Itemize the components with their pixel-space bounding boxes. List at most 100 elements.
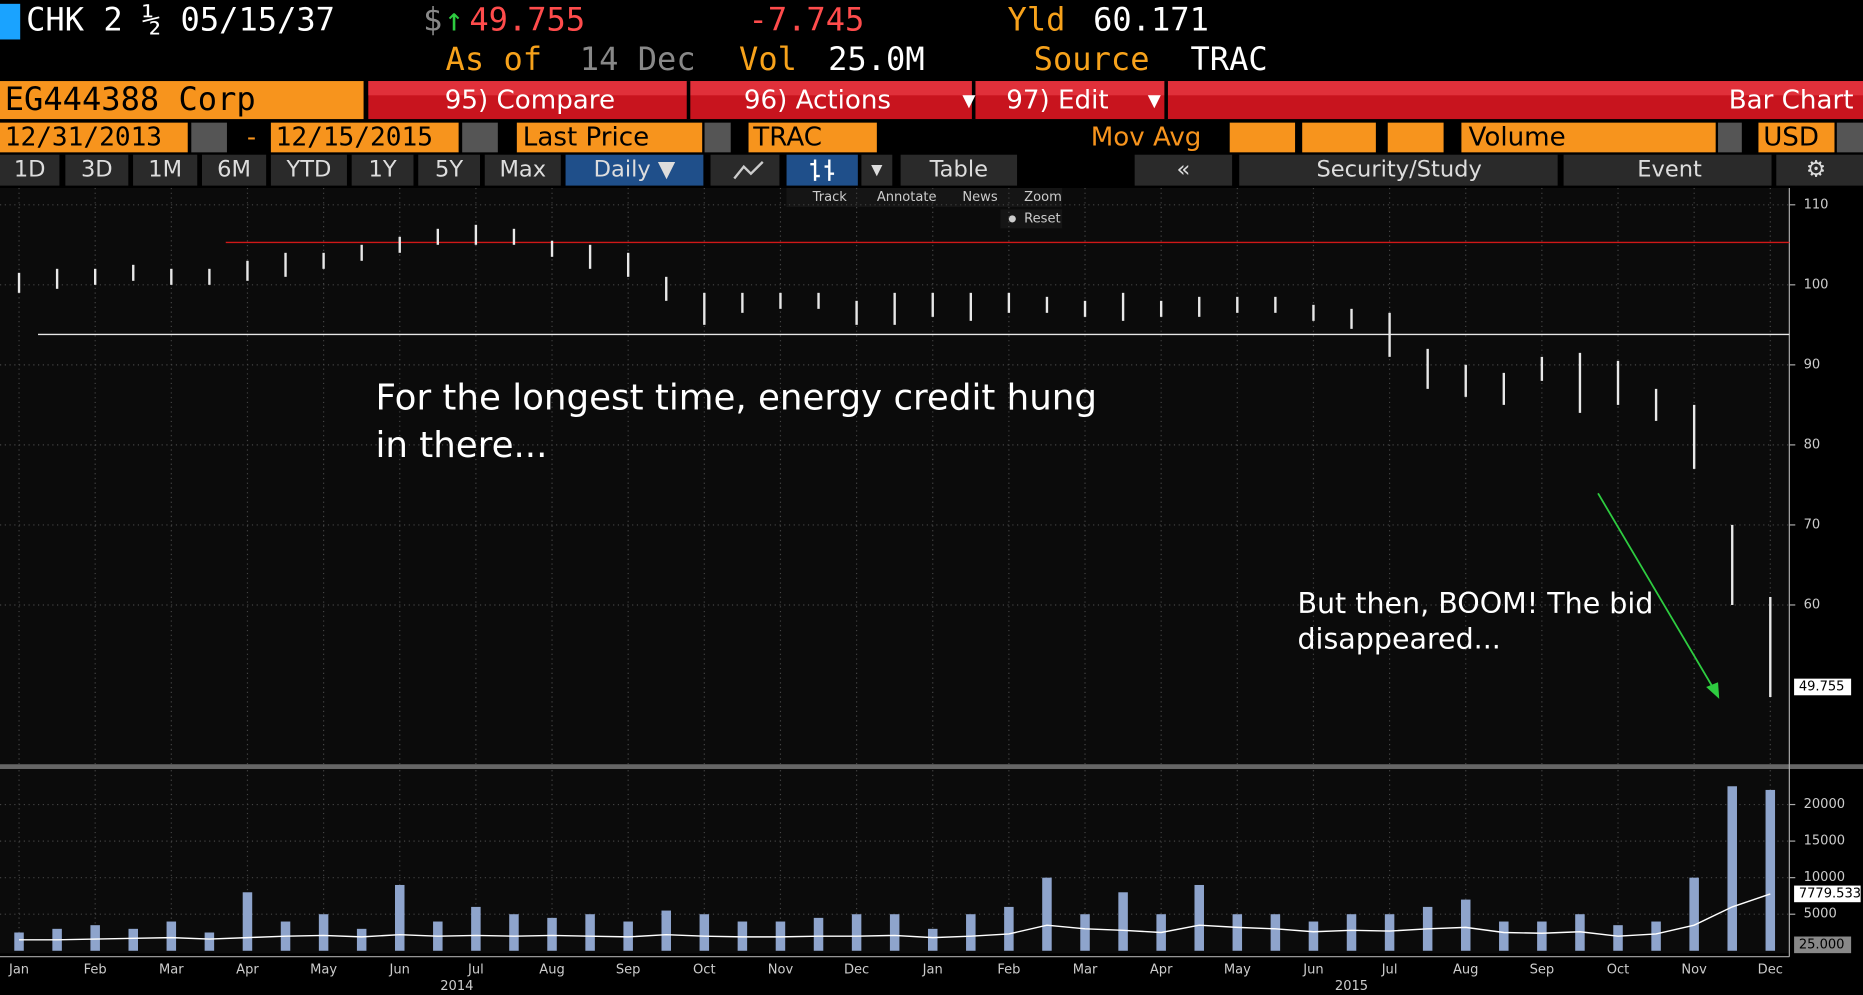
tab[interactable]	[0, 154, 60, 186]
event-tab[interactable]	[1563, 154, 1772, 186]
volume-bar	[547, 917, 557, 951]
study: Security/Study	[1316, 157, 1481, 183]
end-date: 12/15/2015	[276, 123, 433, 153]
ma-field[interactable]	[1387, 122, 1444, 153]
vol-label: Vol	[739, 40, 797, 78]
status-marker	[0, 3, 21, 40]
tool[interactable]: Track	[812, 190, 848, 205]
dropdown[interactable]	[704, 122, 731, 153]
volume-bar	[585, 914, 595, 951]
ma-value: 7779.533	[1799, 886, 1861, 901]
settings-tab[interactable]	[1776, 154, 1863, 186]
volume-bar	[661, 910, 671, 951]
volume-bar	[90, 925, 100, 951]
lower-field[interactable]	[1461, 122, 1716, 153]
x-tick-label: Feb	[84, 962, 107, 977]
currency-setting: USD	[1763, 123, 1819, 153]
volume-bar	[699, 914, 710, 951]
annotation: But then, BOOM! The bid	[1297, 587, 1653, 620]
tool[interactable]: News	[962, 190, 997, 205]
bar-icon-glyph	[810, 159, 835, 181]
volume-bar	[1499, 921, 1509, 951]
annotation: disappeared...	[1297, 623, 1500, 656]
compare-button[interactable]: 95) Compare	[445, 86, 615, 116]
tab[interactable]	[133, 154, 198, 186]
edit-button[interactable]: 97) Edit	[1006, 86, 1108, 116]
volume-bar	[1308, 921, 1319, 951]
volume-bar	[356, 928, 367, 951]
volume-bar	[1194, 884, 1204, 951]
reset-button[interactable]	[1000, 209, 1063, 229]
tool[interactable]: Annotate	[877, 190, 937, 205]
tab[interactable]	[65, 154, 129, 186]
volume-bar	[394, 884, 405, 951]
tab[interactable]	[418, 154, 481, 186]
source: TRAC	[1191, 40, 1268, 78]
calendar-icon[interactable]	[191, 122, 227, 153]
source-setting: TRAC	[752, 123, 822, 153]
tab-label: 3D	[81, 157, 113, 183]
start-date: 12/31/2013	[5, 123, 162, 153]
tab-bar: 1D 3D 1M 6M YTD 1Y 5Y Max	[0, 154, 561, 186]
field: Last Price	[523, 123, 649, 153]
dropdown[interactable]	[1836, 122, 1863, 153]
source-field[interactable]	[748, 122, 877, 153]
arrow-head	[1706, 682, 1720, 699]
bar-icon[interactable]	[786, 154, 858, 186]
id-field[interactable]	[0, 81, 364, 120]
reset: Reset	[1024, 211, 1060, 226]
volume-bar	[318, 914, 329, 951]
x-tick-label: May	[1224, 962, 1251, 977]
volume-bar	[737, 921, 748, 951]
volume-bar	[1346, 914, 1357, 951]
ma-field[interactable]	[1229, 122, 1296, 153]
actions-button[interactable]: 96) Actions	[744, 86, 891, 116]
y-tick-label: 70	[1804, 517, 1821, 532]
volume-bar	[966, 914, 976, 951]
field-select[interactable]	[516, 122, 703, 153]
table-tab[interactable]	[900, 154, 1018, 186]
tab[interactable]	[484, 154, 561, 186]
tool[interactable]: Zoom	[1024, 190, 1062, 205]
tab[interactable]	[201, 154, 267, 186]
volume-bar	[1689, 877, 1699, 951]
source-label: Source	[1034, 40, 1150, 78]
ma-field[interactable]	[1302, 122, 1376, 153]
year-label: 2015	[1335, 979, 1368, 994]
volume-bar	[1384, 914, 1395, 951]
dropdown[interactable]	[861, 154, 893, 186]
last-price: 49.755	[1799, 679, 1845, 694]
x-tick-label: Jun	[1302, 962, 1323, 977]
tab[interactable]	[270, 154, 347, 186]
study-tab[interactable]	[1239, 154, 1558, 186]
dropdown[interactable]	[1718, 122, 1742, 153]
up-arrow: ↑	[444, 1, 463, 39]
volume-bar	[242, 892, 253, 951]
tab-label: 1D	[14, 157, 46, 183]
volume-bar	[889, 914, 900, 951]
tab-label: 5Y	[435, 157, 463, 183]
y-tick-label: 100	[1804, 277, 1829, 292]
line-icon[interactable]	[710, 154, 780, 186]
tab[interactable]	[351, 154, 414, 186]
dropdown-caret: ▾	[962, 86, 976, 116]
collapse-tab[interactable]	[1134, 154, 1233, 186]
start-field[interactable]	[0, 122, 188, 153]
x-tick-label: Feb	[997, 962, 1020, 977]
volume-bar	[927, 928, 938, 951]
x-tick-label: Dec	[1758, 962, 1783, 977]
x-tick-label: Mar	[159, 962, 184, 977]
vol: 25.0M	[828, 40, 925, 78]
volume-bar	[1727, 786, 1737, 951]
calendar-icon[interactable]	[462, 122, 498, 153]
x-tick-label: Jan	[922, 962, 943, 977]
x-tick-label: Jul	[1381, 962, 1398, 977]
currency-field[interactable]	[1758, 122, 1835, 153]
end-field[interactable]	[270, 122, 459, 153]
price-panel	[0, 187, 1790, 766]
lower-study: Volume	[1469, 123, 1566, 153]
period-tab[interactable]	[565, 154, 704, 186]
x-tick-label: Apr	[236, 962, 259, 977]
x-tick-label: Aug	[539, 962, 564, 977]
plot: 60 70 80 90 100 110 5000 10000 15000 20000 Jan Feb M…	[0, 187, 1861, 994]
